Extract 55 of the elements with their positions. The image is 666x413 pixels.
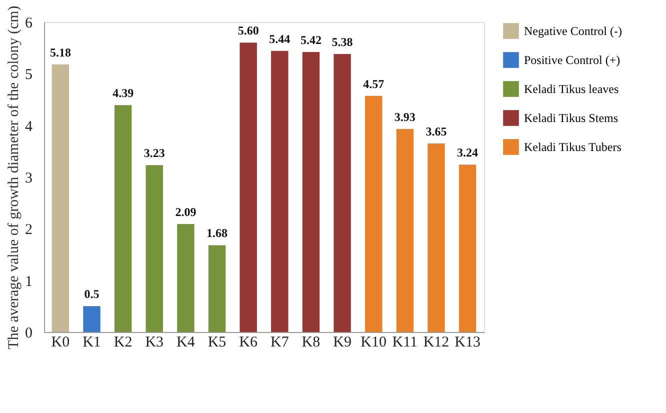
bar [83,306,100,332]
x-tick-label: K0 [51,334,70,350]
data-label: 1.68 [206,226,228,240]
bar [52,64,70,332]
data-label: 5.18 [50,45,71,60]
y-axis-title: The average value of growth diameter of the colony (cm) [6,6,22,350]
bar [396,128,414,332]
bar [334,54,351,332]
data-label: 3.65 [426,124,447,138]
bar [458,164,476,332]
x-tick-label: K9 [333,334,352,350]
data-label: 4.57 [363,76,384,91]
bar [428,143,445,332]
y-tick-label: 6 [25,16,33,32]
bar [240,42,257,332]
data-label: 5.44 [269,32,290,46]
x-tick-label: K13 [454,334,480,350]
x-tick-label: K3 [145,334,164,350]
legend-label: Negative Control (-) [524,24,622,38]
data-label: 4.39 [112,86,134,100]
data-label: 3.23 [144,146,165,160]
y-tick-label: 3 [25,170,32,186]
bar [177,224,194,332]
data-label: 5.42 [300,32,322,47]
legend-label: Keladi Tikus Stems [524,111,618,125]
y-tick-label: 2 [25,222,32,238]
y-tick-label: 4 [25,118,33,135]
legend-label: Positive Control (+) [524,53,620,67]
data-label: 5.60 [238,24,259,38]
x-tick-label: K12 [423,334,450,350]
x-tick-label: K7 [270,334,290,350]
data-label: 3.24 [457,146,478,160]
data-label: 2.09 [175,205,196,220]
y-tick-label: 1 [25,274,32,290]
x-tick-label: K4 [176,334,196,350]
bar [208,245,226,332]
data-label: 5.38 [332,35,353,50]
x-tick-label: K10 [360,334,387,350]
x-tick-label: K5 [208,334,226,350]
data-label: 3.93 [394,110,416,124]
legend-label: Keladi Tikus Tubers [524,140,622,154]
bar [364,96,382,332]
data-label: 0.5 [84,287,100,302]
bar [114,105,132,332]
x-tick-label: K11 [392,334,418,350]
x-tick-label: K1 [82,334,101,350]
y-tick-label: 5 [25,67,32,84]
x-tick-label: K8 [302,334,320,350]
bar [146,165,164,332]
y-tick-label: 0 [25,326,32,342]
bar [271,50,288,332]
x-tick-label: K2 [114,334,132,350]
legend-label: Keladi Tikus leaves [524,82,619,96]
bar [302,52,320,332]
x-tick-label: K6 [239,334,258,350]
